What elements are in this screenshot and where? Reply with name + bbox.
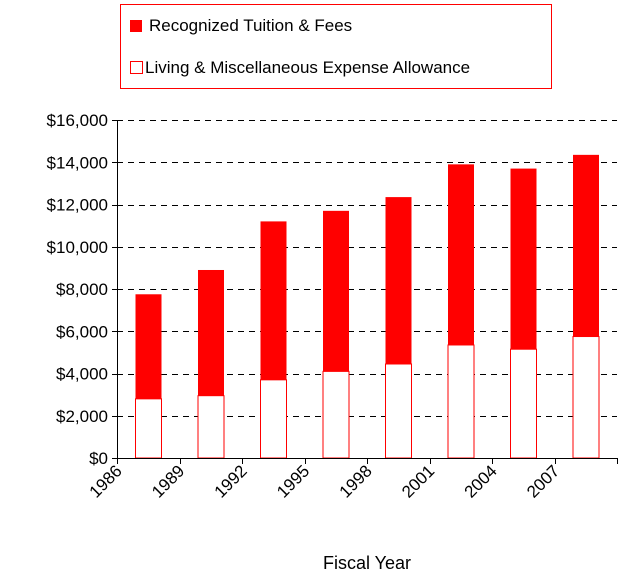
bar-living-expense xyxy=(447,344,475,459)
y-tick-label: $4,000 xyxy=(56,365,108,384)
bar-tuition-fees xyxy=(198,269,224,396)
legend-swatch-living xyxy=(130,61,143,74)
bar-living-expense xyxy=(135,398,162,459)
y-tick-label: $10,000 xyxy=(47,238,108,257)
bar-tuition-fees xyxy=(323,210,349,372)
bar-living-expense xyxy=(510,348,537,459)
x-tick-label: 2001 xyxy=(398,461,438,501)
y-tick-label: $14,000 xyxy=(47,153,108,172)
legend-label-tuition: Recognized Tuition & Fees xyxy=(149,16,352,35)
x-tick-label: 2007 xyxy=(523,461,563,501)
bar-living-expense xyxy=(197,395,225,459)
y-tick-label: $8,000 xyxy=(56,280,108,299)
bar-tuition-fees xyxy=(573,154,599,337)
bar-living-expense xyxy=(260,379,287,459)
y-tick-label: $2,000 xyxy=(56,407,108,426)
y-tick-label: $16,000 xyxy=(47,111,108,130)
x-tick-label: 2004 xyxy=(461,461,501,501)
x-tick-label: 1989 xyxy=(148,461,188,501)
bars xyxy=(135,154,600,459)
bar-tuition-fees xyxy=(260,221,287,380)
x-tick-label: 1998 xyxy=(336,461,376,501)
gridlines xyxy=(117,120,617,417)
legend: Recognized Tuition & Fees Living & Misce… xyxy=(120,4,552,89)
y-tick-labels: $0 $2,000 $4,000 $6,000 $8,000 $10,000 $12,000… xyxy=(47,111,108,468)
x-tick-label: 1995 xyxy=(273,461,313,501)
legend-swatch-tuition xyxy=(130,20,142,32)
bar-tuition-fees xyxy=(510,168,537,350)
axes xyxy=(112,120,618,464)
y-tick-label: $6,000 xyxy=(56,322,108,341)
x-axis-title: Fiscal Year xyxy=(323,553,411,573)
y-tick-label: $12,000 xyxy=(47,196,108,215)
bar-tuition-fees xyxy=(385,197,412,364)
x-tick-label: 1992 xyxy=(211,461,251,501)
y-tick-label: $0 xyxy=(89,449,108,468)
bar-tuition-fees xyxy=(135,294,162,399)
bar-living-expense xyxy=(572,336,600,459)
x-tick-labels: 1986 1989 1992 1995 1998 2001 2004 2007 xyxy=(86,461,564,501)
bar-living-expense xyxy=(385,363,412,459)
bar-living-expense xyxy=(322,370,350,459)
legend-label-living: Living & Miscellaneous Expense Allowance xyxy=(145,58,470,77)
bar-tuition-fees xyxy=(448,164,474,345)
legend-frame xyxy=(120,4,552,89)
